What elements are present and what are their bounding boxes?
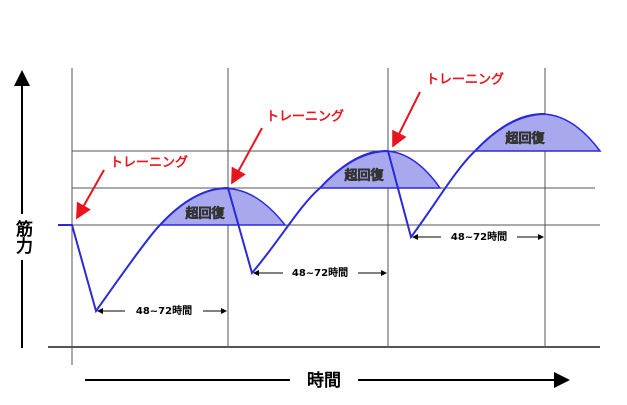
training-arrows [76, 91, 421, 220]
recovery-label: 超回復 [344, 168, 384, 184]
recovery-label: 超回復 [505, 131, 545, 147]
interval-arrows [97, 234, 544, 314]
supercompensation [158, 113, 602, 226]
training-label: トレーニング [426, 72, 504, 88]
y-axis-label: 筋力 [12, 219, 34, 255]
interval-label: 48~72時間 [136, 304, 192, 317]
training-label: トレーニング [110, 155, 188, 171]
x-axis-label: 時間 [307, 370, 341, 391]
strength-curve [58, 113, 546, 314]
recovery-label: 超回復 [185, 206, 225, 222]
training-label: トレーニング [266, 109, 344, 125]
interval-label: 48~72時間 [292, 266, 348, 279]
interval-label: 48~72時間 [451, 230, 507, 243]
